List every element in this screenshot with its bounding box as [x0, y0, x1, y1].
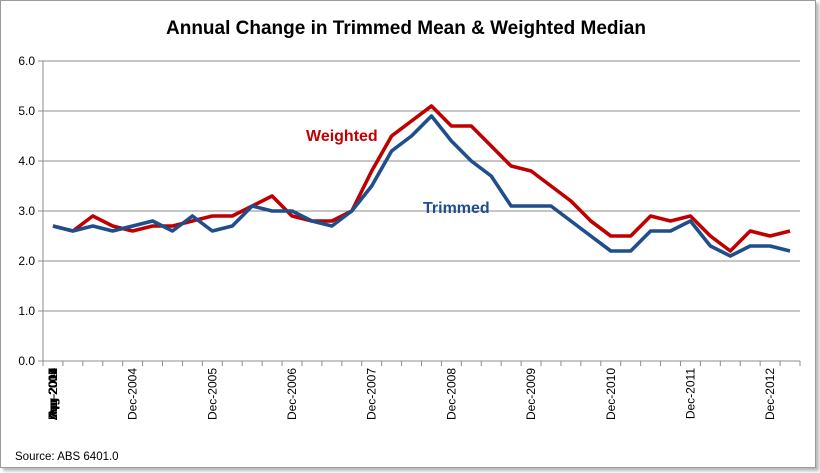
- x-tick-label: Dec-2006: [285, 368, 299, 420]
- x-tick-label: Dec-2005: [205, 368, 219, 420]
- chart-title: Annual Change in Trimmed Mean & Weighted…: [166, 18, 646, 39]
- x-tick-label: Dec-2012: [763, 368, 777, 420]
- x-tick-label: Dec-2003: [46, 368, 60, 420]
- x-tick-label: Dec-2008: [444, 368, 458, 420]
- series-line-trimmed: [52, 114, 791, 258]
- x-tick-label: Aug-2006: [46, 368, 60, 420]
- x-tick-label: Aug-2008: [46, 368, 60, 420]
- y-tick-label: 5.0: [18, 104, 35, 118]
- x-tick-label: Apr-2006: [46, 368, 60, 418]
- y-tick-label: 3.0: [18, 204, 35, 218]
- x-tick-label: Aug-2007: [46, 368, 60, 420]
- series-label-weighted: Weighted: [306, 128, 378, 145]
- source-note: Source: ABS 6401.0: [15, 451, 119, 463]
- x-tick-label: Dec-2009: [524, 368, 538, 420]
- y-tick-label: 0.0: [18, 354, 35, 368]
- y-tick-label: 1.0: [18, 304, 35, 318]
- x-tick-label: Dec-2010: [604, 368, 618, 420]
- x-tick-label: Apr-2004: [46, 368, 60, 418]
- y-tick-label: 2.0: [18, 254, 35, 268]
- x-tick-label: Apr-2010: [46, 368, 60, 418]
- gridlines: [43, 60, 800, 312]
- x-tick-label: Apr-2009: [46, 368, 60, 418]
- x-tick-label: Aug-2011: [46, 368, 60, 419]
- x-tick-label: Apr-2007: [46, 368, 60, 418]
- x-tick-label: Aug-2010: [46, 368, 60, 420]
- x-tick-label: Apr-2005: [46, 368, 60, 418]
- x-tick-label: Dec-2007: [365, 368, 379, 420]
- x-tick-label: Apr-2008: [46, 368, 60, 418]
- x-tick-label: Aug-2012: [46, 368, 60, 420]
- y-tick-label: 4.0: [18, 154, 35, 168]
- x-tick-label: Dec-2004: [126, 368, 140, 420]
- series-lines: [52, 104, 791, 258]
- y-tick-label: 6.0: [18, 54, 35, 68]
- x-tick-label: Aug-2005: [46, 368, 60, 420]
- x-tick-label: Apr-2012: [46, 368, 60, 418]
- series-label-trimmed: Trimmed: [423, 200, 490, 217]
- x-tick-label: Aug-2009: [46, 368, 60, 420]
- x-tick-label: Apr-2011: [46, 368, 60, 417]
- x-tick-label: Aug-2004: [46, 368, 60, 420]
- series-line-weighted: [52, 104, 791, 253]
- x-tick-label: Dec-2011: [683, 368, 697, 419]
- y-axis-ticks: 0.0 1.0 2.0 3.0 4.0 5.0 6.0: [18, 54, 43, 368]
